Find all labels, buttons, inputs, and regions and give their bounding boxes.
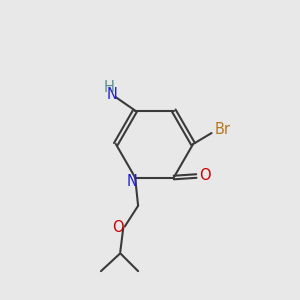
- Text: N: N: [126, 174, 137, 189]
- Text: H: H: [104, 80, 115, 95]
- Text: O: O: [112, 220, 124, 235]
- Text: O: O: [200, 168, 211, 183]
- Text: Br: Br: [215, 122, 231, 137]
- Text: N: N: [106, 87, 117, 102]
